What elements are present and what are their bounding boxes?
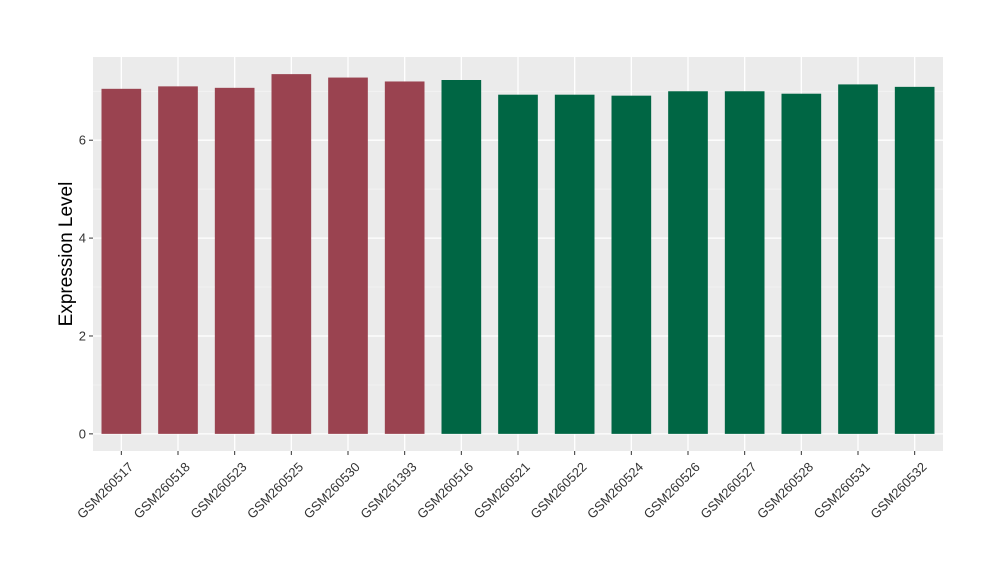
y-axis: 0 2 4 6 [79,133,93,441]
bars [101,74,935,434]
bar-GSM260527 [724,91,765,434]
y-tick-label: 0 [79,426,86,441]
x-tick-label: GSM260521 [471,459,533,521]
bar-GSM260526 [668,91,708,434]
x-tick-label: GSM260530 [301,459,363,521]
bar-GSM261393 [384,81,425,434]
x-tick-label: GSM260524 [584,459,646,521]
bar-GSM260525 [271,74,312,434]
bar-GSM260523 [214,87,255,434]
y-tick-label: 4 [79,231,86,246]
x-tick-label: GSM260522 [527,459,589,521]
y-axis-label: Expression Level [56,182,77,327]
bar-GSM260517 [101,88,142,434]
x-tick-label: GSM260523 [187,459,249,521]
x-tick-label: GSM260532 [867,459,929,521]
x-tick-label: GSM260526 [641,459,703,521]
y-tick-label: 2 [79,328,86,343]
bar-GSM260518 [158,86,198,434]
bar-GSM260532 [894,86,935,434]
y-tick-label: 6 [79,133,86,148]
x-tick-label: GSM260525 [244,459,306,521]
bar-GSM260528 [781,93,822,434]
x-axis: GSM260517GSM260518GSM260523GSM260525GSM2… [74,451,930,522]
bar-GSM260531 [838,84,878,434]
x-tick-label: GSM261393 [357,459,419,521]
bar-GSM260522 [554,94,595,434]
x-tick-label: GSM260516 [414,459,476,521]
bar-GSM260521 [498,94,538,434]
bar-GSM260524 [611,95,652,434]
x-tick-label: GSM260531 [811,459,873,521]
x-tick-label: GSM260528 [754,459,816,521]
x-tick-label: GSM260517 [74,459,136,521]
bar-GSM260530 [328,77,368,434]
x-tick-label: GSM260527 [697,459,759,521]
x-tick-label: GSM260518 [131,459,193,521]
bar-GSM260516 [441,80,482,434]
